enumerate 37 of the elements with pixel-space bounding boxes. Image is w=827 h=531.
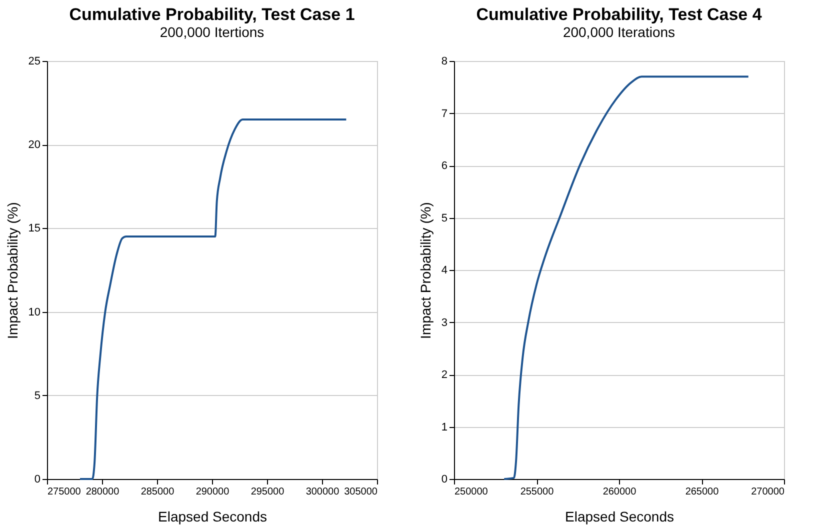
y-tick-label: 10 [28,306,40,318]
y-tick-label: 8 [441,56,448,68]
chart-subtitle: 200,000 Itertions [160,24,264,40]
y-tick-label: 20 [28,139,40,152]
y-tick-label: 25 [28,56,40,68]
chart-title: Cumulative Probability, Test Case 4 [476,5,762,24]
line-series [79,118,348,480]
y-tick-label: 5 [34,390,40,402]
x-axis-title: Elapsed Seconds [565,508,674,524]
y-tick-label: 1 [441,421,448,434]
x-tick-label: 270000 [751,486,785,498]
chart-title: Cumulative Probability, Test Case 1 [69,5,355,24]
x-tick-label: 255000 [520,486,554,498]
x-tick-label: 260000 [602,486,637,498]
x-axis-title: Elapsed Seconds [158,508,267,524]
y-tick-label: 0 [441,474,448,486]
y-tick-label: 6 [441,160,448,172]
x-tick-label: 295000 [250,486,285,498]
y-tick-label: 4 [441,264,448,276]
y-tick-label: 3 [441,316,448,329]
y-tick-label: 5 [441,212,448,224]
y-tick-label: 15 [28,222,40,235]
x-tick-label: 285000 [140,486,175,498]
y-axis-title: Impact Probability (%) [4,202,20,339]
chart-subtitle: 200,000 Iterations [562,24,676,40]
y-tick-label: 2 [441,369,448,381]
x-tick-label: 275000 [48,486,82,498]
x-tick-label: 250000 [454,486,488,498]
x-tick-label: 280000 [86,486,120,498]
x-tick-label: 290000 [196,486,230,498]
x-tick-label: 265000 [685,486,720,498]
y-tick-label: 0 [34,474,40,486]
y-axis-title: Impact Probability (%) [417,202,434,339]
x-tick-label: 305000 [344,486,378,498]
line-series [503,76,750,480]
y-tick-label: 7 [441,108,448,120]
x-tick-label: 300000 [306,486,340,498]
